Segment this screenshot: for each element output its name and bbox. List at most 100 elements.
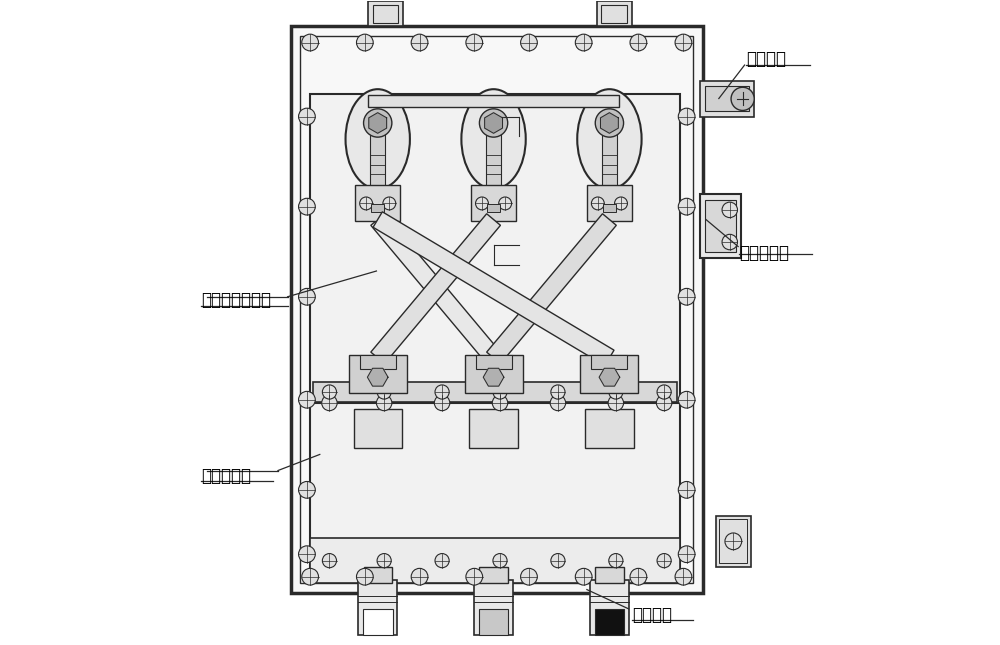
Circle shape bbox=[435, 385, 449, 399]
Circle shape bbox=[476, 197, 488, 210]
Circle shape bbox=[299, 288, 315, 305]
Circle shape bbox=[299, 198, 315, 215]
Circle shape bbox=[675, 34, 692, 51]
Bar bbox=[700, 81, 754, 117]
Bar bbox=[595, 567, 624, 583]
Circle shape bbox=[492, 395, 508, 411]
Bar bbox=[486, 133, 501, 194]
Circle shape bbox=[466, 568, 483, 585]
Bar bbox=[597, 1, 632, 26]
Circle shape bbox=[499, 197, 512, 210]
Circle shape bbox=[302, 568, 319, 585]
Bar bbox=[469, 410, 518, 448]
Circle shape bbox=[608, 395, 624, 411]
Circle shape bbox=[466, 34, 483, 51]
Bar bbox=[603, 204, 616, 212]
Circle shape bbox=[521, 34, 537, 51]
Bar bbox=[705, 200, 736, 252]
Polygon shape bbox=[371, 213, 500, 364]
Bar bbox=[476, 355, 512, 370]
Circle shape bbox=[591, 197, 604, 210]
Circle shape bbox=[322, 385, 337, 399]
Text: 内线芯夹座螺母: 内线芯夹座螺母 bbox=[201, 291, 271, 309]
Circle shape bbox=[678, 481, 695, 498]
Circle shape bbox=[493, 385, 507, 399]
Polygon shape bbox=[485, 113, 502, 134]
Circle shape bbox=[609, 385, 623, 399]
Circle shape bbox=[615, 197, 627, 210]
Bar bbox=[585, 410, 634, 448]
Circle shape bbox=[356, 34, 373, 51]
Polygon shape bbox=[599, 368, 620, 386]
Circle shape bbox=[657, 553, 671, 568]
Polygon shape bbox=[487, 213, 616, 364]
Bar bbox=[580, 355, 638, 393]
Bar bbox=[591, 355, 627, 370]
Bar bbox=[291, 26, 703, 593]
Circle shape bbox=[609, 553, 623, 568]
Text: 进线端口: 进线端口 bbox=[632, 606, 672, 624]
Bar bbox=[716, 515, 751, 567]
Bar bbox=[479, 609, 508, 635]
Bar bbox=[465, 355, 523, 393]
Circle shape bbox=[493, 553, 507, 568]
Circle shape bbox=[678, 288, 695, 305]
Circle shape bbox=[678, 108, 695, 125]
Bar bbox=[354, 410, 402, 448]
Polygon shape bbox=[483, 368, 504, 386]
Bar bbox=[368, 95, 619, 107]
Circle shape bbox=[322, 553, 337, 568]
Circle shape bbox=[411, 34, 428, 51]
Circle shape bbox=[479, 109, 508, 137]
Circle shape bbox=[435, 553, 449, 568]
Circle shape bbox=[551, 385, 565, 399]
Bar bbox=[300, 36, 693, 583]
Bar bbox=[360, 355, 396, 370]
Circle shape bbox=[521, 568, 537, 585]
Circle shape bbox=[322, 395, 337, 411]
Polygon shape bbox=[371, 213, 500, 364]
Bar bbox=[373, 5, 398, 23]
Circle shape bbox=[356, 568, 373, 585]
Polygon shape bbox=[367, 368, 388, 386]
Circle shape bbox=[722, 202, 737, 217]
Circle shape bbox=[383, 197, 396, 210]
Circle shape bbox=[678, 392, 695, 408]
Circle shape bbox=[630, 568, 647, 585]
Bar bbox=[595, 609, 624, 635]
Bar bbox=[705, 86, 749, 112]
Circle shape bbox=[725, 533, 742, 550]
Circle shape bbox=[434, 395, 450, 411]
Bar bbox=[349, 355, 407, 393]
Circle shape bbox=[411, 568, 428, 585]
Circle shape bbox=[360, 197, 373, 210]
Circle shape bbox=[678, 546, 695, 562]
Ellipse shape bbox=[461, 89, 526, 189]
Ellipse shape bbox=[577, 89, 642, 189]
Circle shape bbox=[299, 392, 315, 408]
Polygon shape bbox=[369, 113, 387, 134]
Bar bbox=[487, 204, 500, 212]
Circle shape bbox=[302, 34, 319, 51]
Polygon shape bbox=[600, 113, 618, 134]
Text: 外线芯夹座: 外线芯夹座 bbox=[201, 467, 251, 484]
Bar bbox=[474, 580, 513, 635]
Bar bbox=[310, 94, 680, 570]
Circle shape bbox=[299, 546, 315, 562]
Circle shape bbox=[595, 109, 624, 137]
Circle shape bbox=[656, 395, 672, 411]
Bar bbox=[368, 1, 403, 26]
Bar bbox=[719, 519, 747, 563]
Bar bbox=[587, 185, 632, 221]
Circle shape bbox=[377, 553, 391, 568]
Bar bbox=[471, 185, 516, 221]
Bar bbox=[363, 609, 393, 635]
Bar bbox=[601, 5, 627, 23]
Bar bbox=[479, 567, 508, 583]
Polygon shape bbox=[373, 212, 614, 366]
Ellipse shape bbox=[346, 89, 410, 189]
Circle shape bbox=[722, 234, 737, 250]
Circle shape bbox=[731, 87, 754, 110]
Circle shape bbox=[675, 568, 692, 585]
Bar bbox=[313, 382, 677, 402]
